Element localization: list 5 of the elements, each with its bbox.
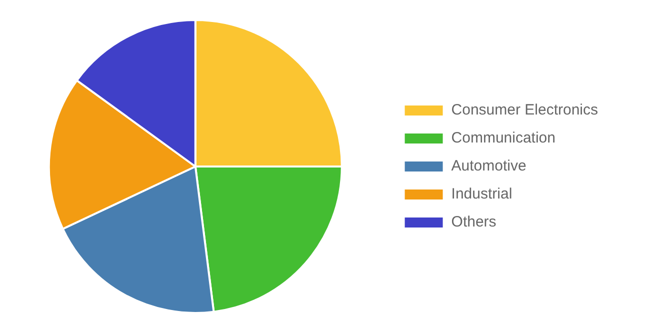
legend-label: Industrial [451, 186, 512, 203]
legend-label: Others [451, 214, 496, 231]
legend-label: Automotive [451, 158, 526, 175]
legend-label: Communication [451, 130, 556, 147]
legend-label: Consumer Electronics [451, 102, 598, 119]
